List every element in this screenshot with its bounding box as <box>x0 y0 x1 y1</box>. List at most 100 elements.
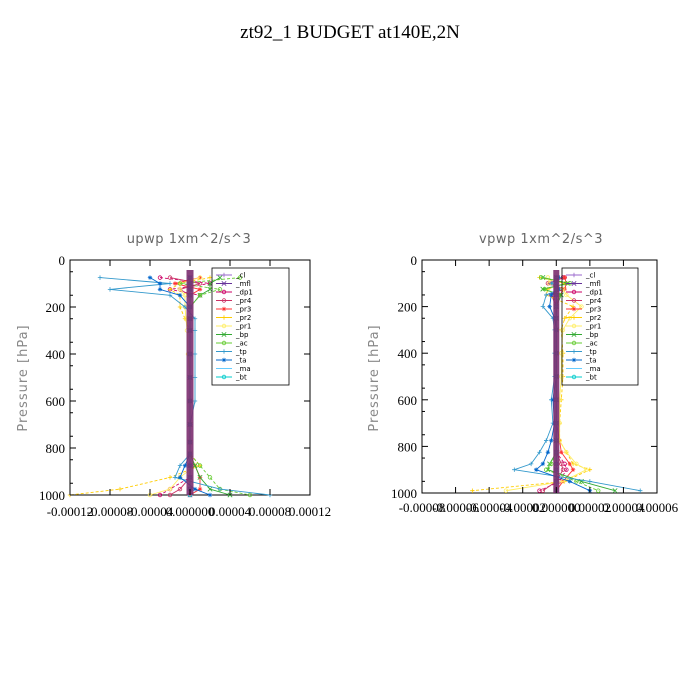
upwp-legend-marker <box>221 340 227 346</box>
upwp-point-pr3 <box>197 486 203 492</box>
vpwp-point-ta <box>549 292 554 298</box>
vpwp-point-pr4 <box>560 467 566 472</box>
upwp-point-ac <box>247 492 253 498</box>
upwp-point-tp <box>107 287 113 292</box>
upwp-point-ta <box>177 475 183 480</box>
upwp-point-pr2 <box>117 486 123 492</box>
upwp-point-pr2 <box>177 304 183 310</box>
upwp-series-line-ta <box>149 277 211 496</box>
upwp-point-ac <box>197 293 203 298</box>
upwp-point-ac <box>197 463 203 468</box>
vpwp-ytick-label: 200 <box>398 300 418 315</box>
vpwp-legend-label: _bp <box>585 331 599 339</box>
vpwp-point-pr3 <box>559 450 564 455</box>
upwp-point-tp <box>192 351 198 357</box>
vpwp-point-tp <box>537 450 542 455</box>
vpwp-point-ta <box>547 304 552 309</box>
upwp-point-pr3 <box>172 281 178 286</box>
upwp-point-ta <box>207 492 213 498</box>
vpwp-point-pr1 <box>574 461 579 467</box>
upwp-point-ta <box>147 275 153 280</box>
upwp-point-tp <box>182 304 188 310</box>
vpwp-point-pr3 <box>562 275 567 280</box>
upwp-legend-marker <box>221 323 227 329</box>
upwp-marks <box>67 270 273 498</box>
vpwp-point-pr1 <box>564 450 569 455</box>
vpwp-point-pr4 <box>540 488 546 493</box>
upwp-legend-marker <box>221 306 227 312</box>
upwp-point-tp <box>192 398 198 404</box>
upwp-legend-marker <box>221 374 227 380</box>
vpwp-point-pr1 <box>584 467 589 472</box>
upwp-legend-label: _bp <box>235 331 249 339</box>
vpwp-point-pr2 <box>562 316 567 321</box>
vpwp-point-ac <box>596 488 601 493</box>
upwp-point-tp <box>172 475 178 480</box>
vpwp-legend-marker <box>571 289 577 295</box>
vpwp-xtick-label: -0.00002 <box>499 500 546 515</box>
vpwp-xtick-label: 0.000000 <box>532 500 581 515</box>
upwp-point-bp <box>197 474 203 480</box>
upwp-ytick-label: 0 <box>59 253 66 268</box>
upwp-legend-label: _pr4 <box>235 297 252 305</box>
upwp-legend: _cl_mfl_dp1_pr4_pr3_pr2_pr1_bp_ac_tp_ta_… <box>211 267 290 386</box>
vpwp-point-ta <box>533 467 539 472</box>
vpwp-ticks: 02004006008001000-0.00008-0.00006-0.0000… <box>391 253 679 515</box>
upwp-legend-marker <box>221 281 227 286</box>
vpwp-point-ta <box>545 450 551 455</box>
upwp-point-tp <box>177 463 183 468</box>
vpwp-point-pr1 <box>559 374 564 379</box>
upwp-point-ta <box>182 463 188 468</box>
upwp-legend-marker <box>221 298 227 303</box>
upwp-legend-label: _tp <box>235 348 247 356</box>
upwp-point-pr2 <box>167 475 173 480</box>
vpwp-ytick-label: 1000 <box>391 486 417 501</box>
upwp-point-tp <box>217 486 223 492</box>
upwp-point-pr2 <box>207 275 213 280</box>
vpwp-point-ta <box>567 479 572 484</box>
vpwp-series-line-pr1 <box>505 277 588 492</box>
vpwp-point-tp <box>544 292 549 298</box>
upwp-xtick-label: 0.00012 <box>289 504 331 519</box>
upwp-point-ac <box>207 475 213 480</box>
vpwp-ytick-label: 0 <box>411 253 418 268</box>
upwp-point-ta <box>177 293 183 298</box>
upwp-panel-title: upwp 1xm^2/s^3 <box>127 232 252 247</box>
vpwp-point-pr3 <box>567 461 572 467</box>
vpwp-xtick-label: -0.00004 <box>466 500 513 515</box>
vpwp-legend-label: _pr4 <box>585 297 602 305</box>
upwp-xtick-label: -0.00012 <box>47 504 94 519</box>
upwp-point-ac <box>177 281 183 286</box>
vpwp-ytick-label: 800 <box>398 439 418 454</box>
vpwp-panel-title: vpwp 1xm^2/s^3 <box>479 232 603 247</box>
upwp-xtick-label: -0.00004 <box>127 504 174 519</box>
upwp-legend-marker <box>221 315 227 320</box>
upwp-y-axis-label: Pressure [hPa] <box>16 324 31 431</box>
vpwp-ytick-label: 400 <box>398 346 418 361</box>
upwp-point-bp <box>217 275 223 281</box>
vpwp-legend-label: _mfl <box>585 280 601 288</box>
upwp-point-bp <box>207 486 213 492</box>
upwp-point-pr3 <box>197 287 203 292</box>
upwp-legend-label: _ta <box>235 357 247 365</box>
upwp-point-pr4 <box>167 492 173 498</box>
vpwp-point-pr2 <box>470 488 475 493</box>
upwp-point-pr1 <box>197 275 203 280</box>
vpwp-legend-label: _dp1 <box>585 289 603 297</box>
vpwp-point-tp <box>512 467 517 472</box>
vpwp-marks <box>470 270 643 494</box>
vpwp-legend-label: _cl <box>585 272 595 280</box>
vpwp-point-ac <box>549 461 554 467</box>
vpwp-point-ac <box>544 467 549 472</box>
upwp-point-bp <box>192 463 198 469</box>
upwp-point-pr1 <box>167 486 173 492</box>
upwp-legend-marker <box>221 349 227 354</box>
vpwp-legend-label: _pr1 <box>585 323 601 331</box>
upwp-legend-label: _bt <box>235 374 247 382</box>
vpwp-legend-label: _pr3 <box>585 306 601 314</box>
upwp-xtick-label: 0.00004 <box>209 504 252 519</box>
vpwp-point-pr4 <box>559 461 564 467</box>
upwp-legend-marker <box>221 272 227 278</box>
vpwp-plot-frame <box>421 259 658 494</box>
